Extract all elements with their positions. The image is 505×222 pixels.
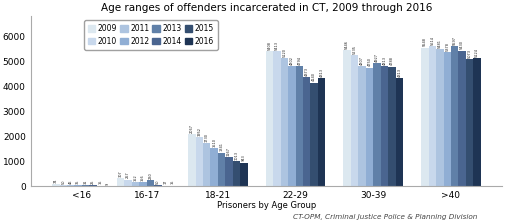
Text: 25: 25 <box>91 180 95 184</box>
Bar <box>273 51 281 186</box>
Text: 5073: 5073 <box>468 49 472 58</box>
Bar <box>395 78 403 186</box>
Text: 1730: 1730 <box>205 133 209 142</box>
Text: 307: 307 <box>119 170 123 177</box>
Bar <box>188 135 195 186</box>
Title: Age ranges of offenders incarcerated in CT, 2009 through 2016: Age ranges of offenders incarcerated in … <box>100 3 432 13</box>
Text: 1952: 1952 <box>197 127 201 136</box>
Bar <box>89 185 97 186</box>
Bar <box>60 185 67 186</box>
Text: 1510: 1510 <box>212 138 216 147</box>
Text: 5413: 5413 <box>275 41 279 50</box>
Text: 5597: 5597 <box>452 36 457 45</box>
Text: 15: 15 <box>98 180 103 184</box>
Bar <box>233 161 240 186</box>
Bar <box>124 180 132 186</box>
Text: 5124: 5124 <box>475 48 479 57</box>
Text: 4750: 4750 <box>368 57 372 66</box>
Bar <box>52 184 60 186</box>
Text: 4802: 4802 <box>290 56 294 65</box>
Text: 17: 17 <box>163 180 167 184</box>
Text: CT-OPM, Criminal Justice Police & Planning Division: CT-OPM, Criminal Justice Police & Planni… <box>293 214 477 220</box>
Bar <box>466 59 473 186</box>
Bar <box>218 153 225 186</box>
Text: 5614: 5614 <box>430 36 434 45</box>
Text: 1167: 1167 <box>227 147 231 156</box>
Text: 5120: 5120 <box>282 48 286 57</box>
Bar <box>225 157 233 186</box>
Text: 50: 50 <box>156 179 160 184</box>
Text: 31: 31 <box>84 180 87 184</box>
Text: 230: 230 <box>148 172 153 179</box>
Bar <box>74 185 82 186</box>
Text: 50: 50 <box>61 179 65 184</box>
Text: 5408: 5408 <box>268 41 272 50</box>
Text: 257: 257 <box>126 172 130 178</box>
Bar <box>373 63 381 186</box>
Bar <box>203 143 211 186</box>
Text: 2067: 2067 <box>190 124 194 133</box>
Text: 152: 152 <box>133 174 137 181</box>
Bar <box>139 182 146 186</box>
Text: 5481: 5481 <box>438 39 442 48</box>
Text: 5430: 5430 <box>460 40 464 49</box>
Text: 9: 9 <box>106 182 110 185</box>
Bar <box>303 77 311 186</box>
Bar <box>459 51 466 186</box>
Text: 5378: 5378 <box>445 42 449 51</box>
Text: 5446: 5446 <box>345 40 349 49</box>
Bar <box>146 180 154 186</box>
Text: 4807: 4807 <box>360 56 364 65</box>
Text: 943: 943 <box>242 155 246 161</box>
Text: 15: 15 <box>171 180 175 184</box>
Text: 46: 46 <box>69 179 73 184</box>
Bar <box>195 137 203 186</box>
Bar <box>473 58 481 186</box>
Bar <box>240 163 247 186</box>
Bar <box>67 185 74 186</box>
Text: 4794: 4794 <box>297 56 301 65</box>
Bar <box>381 66 388 186</box>
Text: 4140: 4140 <box>312 73 316 81</box>
Bar <box>311 83 318 186</box>
Bar <box>266 51 273 186</box>
Text: 1013: 1013 <box>234 151 238 160</box>
Bar <box>318 78 325 186</box>
Text: 4788: 4788 <box>390 56 394 65</box>
Bar <box>288 66 295 186</box>
Text: 156: 156 <box>141 174 145 181</box>
Text: 4313: 4313 <box>397 68 401 77</box>
Bar <box>429 46 436 186</box>
Text: 4373: 4373 <box>305 67 309 76</box>
Bar <box>388 67 395 186</box>
Text: 35: 35 <box>76 179 80 184</box>
Bar <box>343 50 351 186</box>
Bar <box>295 66 303 186</box>
Bar <box>132 182 139 186</box>
Bar <box>436 49 443 186</box>
Bar <box>117 178 124 186</box>
Bar <box>211 148 218 186</box>
Bar <box>421 48 429 186</box>
Text: 4927: 4927 <box>375 53 379 62</box>
Bar <box>82 185 89 186</box>
Bar <box>351 56 359 186</box>
Text: 5235: 5235 <box>352 45 357 54</box>
Bar <box>359 66 366 186</box>
Bar <box>154 185 162 186</box>
Bar <box>366 67 373 186</box>
Legend: 2009, 2010, 2011, 2012, 2013, 2014, 2015, 2016: 2009, 2010, 2011, 2012, 2013, 2014, 2015… <box>84 20 218 50</box>
X-axis label: Prisoners by Age Group: Prisoners by Age Group <box>217 201 316 210</box>
Text: 5548: 5548 <box>423 37 427 46</box>
Text: 4313: 4313 <box>320 68 324 77</box>
Text: 1341: 1341 <box>220 142 224 151</box>
Bar <box>281 58 288 186</box>
Bar <box>451 46 459 186</box>
Text: 4813: 4813 <box>382 56 386 65</box>
Bar <box>443 52 451 186</box>
Text: 74: 74 <box>54 178 58 183</box>
